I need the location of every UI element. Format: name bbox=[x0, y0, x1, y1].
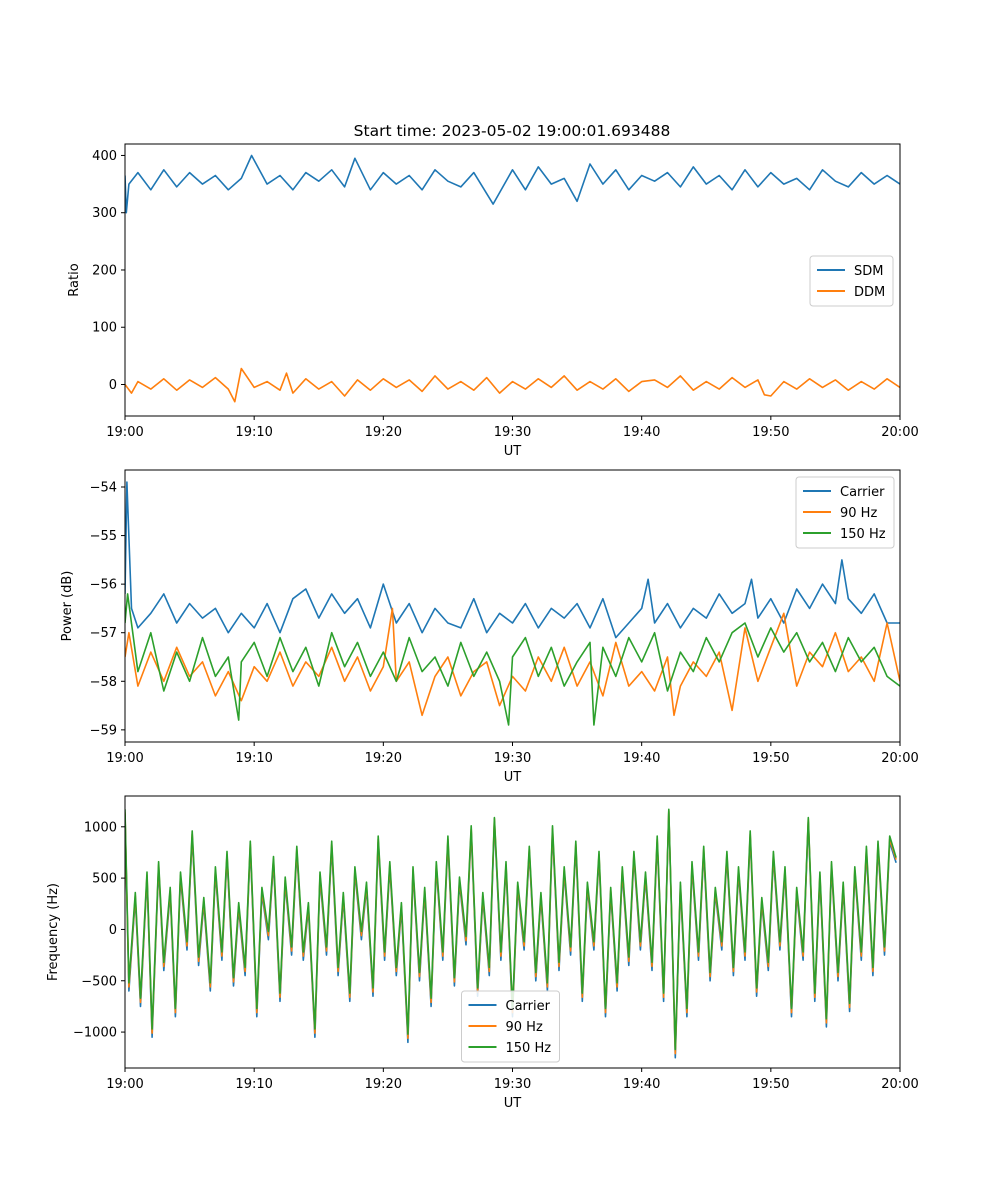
series-line-sdm bbox=[125, 154, 900, 214]
y-tick-label: 400 bbox=[92, 149, 117, 164]
x-tick-label: 19:10 bbox=[235, 1077, 272, 1092]
plot-area bbox=[125, 808, 897, 1059]
x-tick-label: 19:20 bbox=[365, 1077, 402, 1092]
y-tick-label: −1000 bbox=[73, 1026, 117, 1041]
subplot-1: 19:00 19:10 19:20 19:30 19:40 19:50 20:00 UT 0 10… bbox=[67, 143, 919, 459]
x-tick-label: 19:20 bbox=[365, 425, 402, 440]
series-line-carrier bbox=[125, 481, 900, 639]
legend: Carrier 90 Hz 150 Hz bbox=[461, 990, 560, 1063]
x-tick-label: 19:00 bbox=[106, 1077, 143, 1092]
y-axis-label: Frequency (Hz) bbox=[46, 883, 61, 981]
x-tick-label: 19:50 bbox=[752, 751, 789, 766]
series-line-ddm bbox=[125, 367, 900, 403]
y-tick-label: 200 bbox=[92, 263, 117, 278]
y-tick-label: 0 bbox=[109, 378, 117, 393]
series-line-150-hz bbox=[125, 808, 897, 1051]
x-tick-label: 19:40 bbox=[623, 425, 660, 440]
x-tick-label: 19:00 bbox=[106, 425, 143, 440]
x-axis-label: UT bbox=[504, 1096, 522, 1111]
legend-label: Carrier bbox=[506, 999, 551, 1014]
legend-label: DDM bbox=[854, 285, 885, 300]
x-tick-label: 19:20 bbox=[365, 751, 402, 766]
x-axis-label: UT bbox=[504, 444, 522, 459]
x-tick-label: 19:30 bbox=[494, 1077, 531, 1092]
y-tick-label: −59 bbox=[90, 723, 117, 738]
x-tick-label: 19:40 bbox=[623, 751, 660, 766]
legend-box bbox=[795, 476, 895, 549]
x-tick-label: 20:00 bbox=[881, 425, 918, 440]
y-tick-label: −55 bbox=[90, 529, 117, 544]
x-tick-label: 20:00 bbox=[881, 1077, 918, 1092]
plot-area bbox=[125, 481, 900, 726]
y-tick-label: 500 bbox=[92, 872, 117, 887]
x-tick-label: 19:30 bbox=[494, 751, 531, 766]
x-tick-label: 19:30 bbox=[494, 425, 531, 440]
legend-label: 150 Hz bbox=[506, 1041, 552, 1056]
x-tick-label: 19:10 bbox=[235, 751, 272, 766]
x-axis-label: UT bbox=[504, 770, 522, 785]
chart-title: Start time: 2023-05-02 19:00:01.693488 bbox=[354, 122, 671, 140]
legend-label: SDM bbox=[854, 264, 883, 279]
x-tick-label: 19:40 bbox=[623, 1077, 660, 1092]
y-tick-label: 300 bbox=[92, 206, 117, 221]
series-line-90-hz bbox=[125, 607, 900, 717]
y-tick-label: 0 bbox=[109, 923, 117, 938]
y-tick-label: 100 bbox=[92, 321, 117, 336]
subplot-2: 19:00 19:10 19:20 19:30 19:40 19:50 20:00 UT −59… bbox=[60, 469, 919, 785]
y-tick-label: −500 bbox=[81, 974, 117, 989]
y-tick-label: −56 bbox=[90, 578, 117, 593]
y-tick-label: −57 bbox=[90, 626, 117, 641]
x-tick-label: 19:00 bbox=[106, 751, 143, 766]
legend-box bbox=[461, 990, 560, 1063]
legend-label: 150 Hz bbox=[840, 527, 886, 542]
x-tick-label: 19:10 bbox=[235, 425, 272, 440]
y-tick-label: −54 bbox=[90, 481, 117, 496]
subplots: 19:00 19:10 19:20 19:30 19:40 19:50 20:00 UT 0 10… bbox=[46, 143, 919, 1111]
y-axis-label: Power (dB) bbox=[60, 571, 75, 642]
legend-label: Carrier bbox=[840, 485, 885, 500]
y-tick-label: −58 bbox=[90, 675, 117, 690]
x-tick-label: 19:50 bbox=[752, 425, 789, 440]
legend-box bbox=[809, 255, 894, 307]
legend-label: 90 Hz bbox=[840, 506, 877, 521]
x-tick-label: 20:00 bbox=[881, 751, 918, 766]
legend-label: 90 Hz bbox=[506, 1020, 543, 1035]
plot-area bbox=[125, 154, 900, 403]
y-axis-label: Ratio bbox=[67, 263, 82, 296]
x-tick-label: 19:50 bbox=[752, 1077, 789, 1092]
subplot-3: 19:00 19:10 19:20 19:30 19:40 19:50 20:00 UT −10… bbox=[46, 795, 919, 1111]
legend: SDM DDM bbox=[809, 255, 894, 307]
y-tick-label: 1000 bbox=[84, 820, 117, 835]
series-line-150-hz bbox=[125, 593, 900, 726]
legend: Carrier 90 Hz 150 Hz bbox=[795, 476, 895, 549]
